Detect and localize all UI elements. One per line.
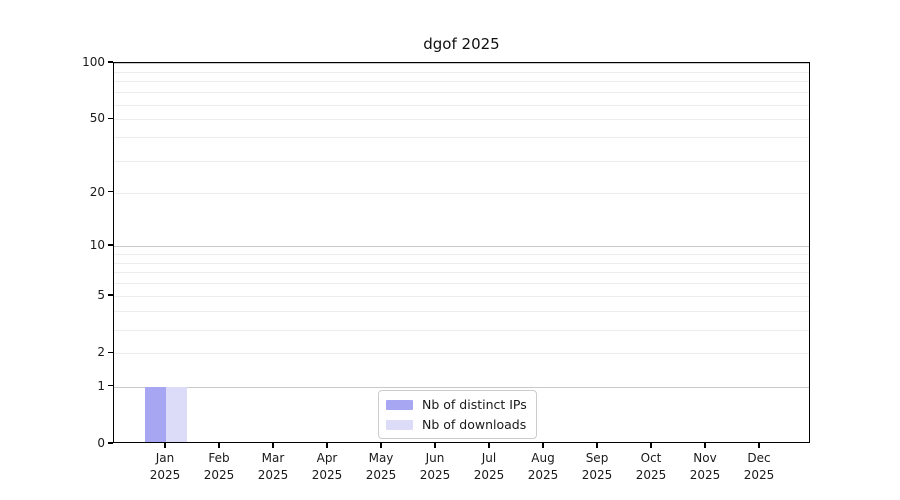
x-tick-label-nov: Nov 2025 (677, 450, 733, 484)
x-tick-month: Jul (481, 451, 497, 465)
gridline-minor-8 (114, 262, 809, 264)
y-tick-label-10: 10 (89, 238, 105, 253)
legend: Nb of distinct IPs Nb of downloads (378, 390, 537, 439)
legend-label-nb-of-distinct-ips: Nb of distinct IPs (422, 397, 527, 412)
legend-swatch-nb-of-downloads (386, 419, 413, 430)
x-tick-year: 2025 (635, 468, 667, 482)
gridline-minor-3 (114, 329, 809, 331)
gridline-minor-2 (114, 353, 809, 355)
x-tick-label-jul: Jul 2025 (461, 450, 517, 484)
y-tick-label-0: 0 (97, 436, 105, 450)
x-tick-year: 2025 (365, 468, 397, 482)
x-tick-year: 2025 (257, 468, 289, 482)
x-tick-month: Aug (531, 451, 555, 465)
x-tick-mark-dec (758, 443, 760, 448)
x-tick-mark-may (380, 443, 382, 448)
x-tick-label-dec: Dec 2025 (731, 450, 787, 484)
x-tick-month: Dec (747, 451, 771, 465)
gridline-minor-70 (114, 92, 809, 94)
x-tick-label-oct: Oct 2025 (623, 450, 679, 484)
gridline-minor-60 (114, 104, 809, 106)
gridline-minor-40 (114, 137, 809, 139)
x-tick-mark-jul (488, 443, 490, 448)
legend-row-nb-of-downloads: Nb of downloads (386, 416, 527, 433)
x-tick-label-sep: Sep 2025 (569, 450, 625, 484)
x-tick-label-jun: Jun 2025 (407, 450, 463, 484)
x-tick-mark-jun (434, 443, 436, 448)
legend-label-nb-of-downloads: Nb of downloads (422, 417, 527, 432)
y-tick-mark-50 (108, 117, 113, 120)
gridline-minor-6 (114, 283, 809, 285)
x-tick-mark-feb (218, 443, 220, 448)
gridline-minor-20 (114, 192, 809, 194)
bar-jan-nb-of-downloads (166, 386, 187, 443)
gridline-major-100 (114, 63, 809, 64)
y-tick-mark-5 (108, 294, 113, 296)
x-tick-mark-jan (164, 443, 166, 448)
gridline-minor-30 (114, 160, 809, 162)
x-tick-month: Feb (208, 451, 230, 465)
x-tick-month: May (368, 451, 394, 465)
x-tick-year: 2025 (689, 468, 721, 482)
x-tick-mark-mar (272, 443, 274, 448)
x-tick-year: 2025 (311, 468, 343, 482)
legend-swatch-nb-of-distinct-ips (386, 399, 413, 410)
x-tick-month: Mar (261, 451, 285, 465)
x-tick-month: Sep (585, 451, 609, 465)
x-tick-mark-aug (542, 443, 544, 448)
bar-jan-nb-of-distinct-ips (145, 386, 166, 443)
gridline-minor-50 (114, 119, 809, 121)
y-tick-label-100: 100 (82, 55, 105, 69)
x-tick-year: 2025 (203, 468, 235, 482)
gridline-minor-9 (114, 253, 809, 255)
y-tick-mark-2 (108, 351, 113, 353)
x-tick-label-aug: Aug 2025 (515, 450, 571, 484)
x-tick-month: Oct (640, 451, 662, 465)
x-tick-label-apr: Apr 2025 (299, 450, 355, 484)
y-tick-label-2: 2 (97, 345, 105, 360)
x-tick-mark-nov (704, 443, 706, 448)
y-tick-label-20: 20 (89, 184, 105, 199)
x-tick-month: Jun (425, 451, 445, 465)
x-tick-month: Nov (693, 451, 717, 465)
y-tick-label-50: 50 (89, 111, 105, 126)
y-tick-mark-1 (108, 385, 113, 387)
legend-row-nb-of-distinct-ips: Nb of distinct IPs (386, 396, 527, 413)
x-tick-year: 2025 (581, 468, 613, 482)
gridline-minor-7 (114, 272, 809, 274)
chart-title: dgof 2025 (423, 35, 500, 53)
x-tick-year: 2025 (419, 468, 451, 482)
y-tick-mark-20 (108, 190, 113, 193)
x-tick-year: 2025 (473, 468, 505, 482)
y-tick-label-1: 1 (97, 378, 105, 393)
gridline-major-10 (114, 246, 809, 248)
y-tick-mark-100 (108, 61, 113, 63)
y-tick-mark-0 (108, 442, 113, 444)
x-tick-year: 2025 (743, 468, 775, 482)
x-tick-month: Jan (155, 451, 175, 465)
x-tick-mark-apr (326, 443, 328, 448)
x-tick-year: 2025 (149, 468, 181, 482)
x-tick-label-may: May 2025 (353, 450, 409, 484)
x-tick-label-feb: Feb 2025 (191, 450, 247, 484)
gridline-minor-80 (114, 81, 809, 83)
gridline-minor-4 (114, 311, 809, 313)
gridline-minor-90 (114, 71, 809, 73)
x-tick-label-mar: Mar 2025 (245, 450, 301, 484)
plot-area (113, 62, 810, 443)
y-tick-label-5: 5 (97, 288, 105, 303)
x-tick-label-jan: Jan 2025 (137, 450, 193, 484)
y-tick-mark-10 (108, 244, 113, 246)
x-tick-mark-sep (596, 443, 598, 448)
gridline-major-1 (114, 386, 809, 388)
x-tick-mark-oct (650, 443, 652, 448)
gridline-minor-5 (114, 296, 809, 298)
x-tick-month: Apr (316, 451, 338, 465)
x-tick-year: 2025 (527, 468, 559, 482)
